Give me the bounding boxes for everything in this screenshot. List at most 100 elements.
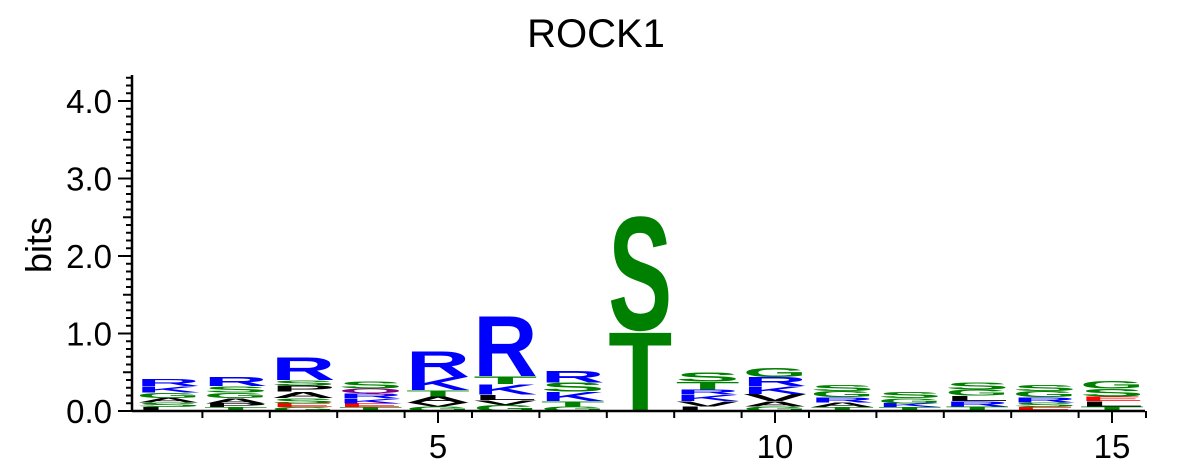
logo-letter: G xyxy=(136,391,200,399)
y-tick-label: 2.0 xyxy=(66,238,112,275)
logo-letter: G xyxy=(878,397,942,405)
logo-letter: L xyxy=(136,406,200,412)
x-tick-label: 5 xyxy=(429,428,447,465)
logo-letter: S xyxy=(204,385,268,395)
logo-letter: A xyxy=(810,401,874,408)
x-axis: 5 10 15 xyxy=(132,409,1147,465)
logo-letter: P xyxy=(204,402,268,408)
logo-letter: A xyxy=(204,397,268,405)
logo-letter: S xyxy=(676,370,740,385)
logo-letter: E xyxy=(271,402,335,408)
logo-letter: V xyxy=(406,402,470,408)
logo-letter: S xyxy=(339,380,403,391)
logo-letter: T xyxy=(204,406,268,412)
y-tick-label: 0.0 xyxy=(66,393,112,430)
logo-letter: R xyxy=(271,351,335,387)
logo-letter: S xyxy=(810,383,874,393)
logo-letter: S xyxy=(1013,401,1077,408)
logo-letter: E xyxy=(1080,395,1144,402)
x-tick-label: 15 xyxy=(1094,428,1131,465)
logo-letter: R xyxy=(204,375,268,389)
logo-letter: S xyxy=(1080,387,1144,399)
logo-letter: T xyxy=(945,405,1009,412)
logo-letter: R xyxy=(810,396,874,404)
logo-letter: K xyxy=(473,381,537,398)
y-tick-label: 1.0 xyxy=(66,316,112,353)
y-tick-label: 4.0 xyxy=(66,83,112,120)
logo-letter: G xyxy=(945,388,1009,398)
logo-letter: A xyxy=(271,390,335,400)
logo-column-8: TS xyxy=(608,184,672,436)
logo-letter: V xyxy=(474,399,538,406)
logo-letter: T xyxy=(1080,405,1144,412)
logo-letter: G xyxy=(541,405,605,412)
logo-letter: G xyxy=(743,405,807,412)
logo-letter: S xyxy=(541,380,605,395)
logo-letter: R xyxy=(541,368,605,386)
logo-letter: S xyxy=(271,396,335,404)
logo-letter: G xyxy=(1080,379,1144,391)
logo-letter: G xyxy=(406,405,470,412)
logo-letter: G xyxy=(271,406,335,412)
logo-letter: E xyxy=(339,402,403,408)
logo-letter: A xyxy=(136,397,200,404)
logo-letter: S xyxy=(945,381,1009,392)
logo-letter: T xyxy=(473,374,537,386)
logo-letter: L xyxy=(676,405,740,412)
x-tick-label: 10 xyxy=(757,428,794,465)
logo-letter: S xyxy=(136,401,200,408)
logo-letter: L xyxy=(1080,400,1144,408)
logo-letter: Q xyxy=(339,387,403,394)
logo-letter: T xyxy=(339,406,403,412)
y-tick-label: 3.0 xyxy=(66,161,112,198)
logo-letter: G xyxy=(743,365,807,379)
logo-letter: S xyxy=(608,184,672,365)
logo-letter: A xyxy=(743,400,807,408)
logo-letter: T xyxy=(541,400,605,408)
logo-letter: V xyxy=(743,392,807,403)
logo-letter: K xyxy=(878,402,942,408)
logo-letter: T xyxy=(676,380,740,392)
y-axis-label: bits xyxy=(18,217,59,273)
letter-stacks: LSAGKRTPAGSRGESAPSRTEKRQSGVATKRGVLKTRGTK… xyxy=(136,184,1144,436)
logo-letter: G xyxy=(1013,389,1077,399)
logo-letter: T xyxy=(406,388,470,398)
logo-letter: K xyxy=(406,373,470,394)
logo-letter: S xyxy=(271,379,335,387)
logo-letter: K xyxy=(676,393,740,403)
logo-letter: R xyxy=(473,298,537,395)
logo-letter: K xyxy=(743,384,807,396)
logo-letter: R xyxy=(136,378,200,389)
y-axis: 0.0 1.0 2.0 3.0 4.0 xyxy=(66,75,134,430)
logo-letter: R xyxy=(339,392,403,400)
logo-letter: K xyxy=(339,397,403,404)
logo-letter: V xyxy=(676,400,740,408)
logo-letter: L xyxy=(945,394,1009,402)
logo-letter: R xyxy=(676,388,740,396)
logo-letter: G xyxy=(204,391,268,399)
logo-letter: G xyxy=(810,389,874,399)
logo-letter: R xyxy=(1013,396,1077,404)
logo-letter: G xyxy=(473,403,537,413)
chart-title: ROCK1 xyxy=(527,12,665,56)
logo-letter: E xyxy=(1013,406,1077,412)
logo-letter: L xyxy=(473,393,537,401)
logo-letter: R xyxy=(406,344,470,385)
logo-letter: S xyxy=(878,390,942,400)
logo-letter: A xyxy=(406,395,470,405)
